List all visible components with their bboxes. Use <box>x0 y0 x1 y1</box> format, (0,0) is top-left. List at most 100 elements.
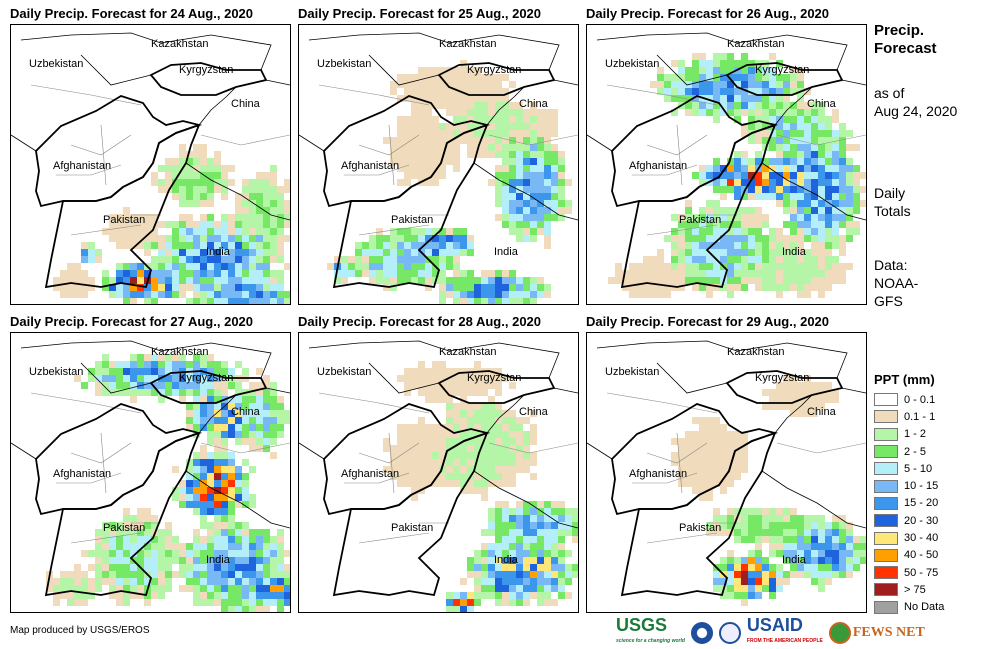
precip-cell <box>509 592 516 599</box>
precip-cell <box>818 571 825 578</box>
precip-cell <box>671 95 678 102</box>
precip-cell <box>256 221 263 228</box>
precip-cell <box>615 270 622 277</box>
precip-cell <box>678 452 685 459</box>
precip-cell <box>734 228 741 235</box>
precip-cell <box>228 235 235 242</box>
precip-cell <box>769 81 776 88</box>
precip-cell <box>818 256 825 263</box>
precip-cell <box>509 424 516 431</box>
precip-cell <box>165 235 172 242</box>
precip-cell <box>832 116 839 123</box>
precip-cell <box>74 585 81 592</box>
precip-cell <box>488 95 495 102</box>
precip-cell <box>832 137 839 144</box>
precip-cell <box>783 186 790 193</box>
precip-cell <box>334 270 341 277</box>
precip-cell <box>804 543 811 550</box>
precip-cell <box>853 165 860 172</box>
precip-cell <box>453 438 460 445</box>
precip-cell <box>762 242 769 249</box>
precip-cell <box>678 88 685 95</box>
precip-cell <box>186 235 193 242</box>
precip-cell <box>537 585 544 592</box>
precip-cell <box>249 214 256 221</box>
precip-cell <box>474 81 481 88</box>
precip-cell <box>495 599 502 606</box>
precip-cell <box>137 368 144 375</box>
precip-cell <box>530 515 537 522</box>
precip-cell <box>221 564 228 571</box>
precip-cell <box>474 571 481 578</box>
precip-cell <box>397 95 404 102</box>
precip-cell <box>95 543 102 550</box>
precip-cell <box>544 151 551 158</box>
precip-cell <box>741 536 748 543</box>
precip-cell <box>88 592 95 599</box>
precip-cell <box>214 431 221 438</box>
precip-cell <box>699 431 706 438</box>
precip-cell <box>235 361 242 368</box>
precip-cell <box>713 102 720 109</box>
precip-cell <box>734 438 741 445</box>
precip-cell <box>172 536 179 543</box>
precip-cell <box>713 116 720 123</box>
precip-cell <box>530 410 537 417</box>
precip-cell <box>481 137 488 144</box>
precip-cell <box>664 74 671 81</box>
precip-cell <box>811 144 818 151</box>
precip-cell <box>369 256 376 263</box>
precip-cell <box>622 284 629 291</box>
precip-cell <box>95 361 102 368</box>
precip-cell <box>818 557 825 564</box>
precip-cell <box>221 585 228 592</box>
precip-cell <box>516 578 523 585</box>
precip-cell <box>207 375 214 382</box>
precip-cell <box>713 452 720 459</box>
precip-cell <box>762 102 769 109</box>
precip-cell <box>256 382 263 389</box>
precip-cell <box>221 382 228 389</box>
precip-cell <box>537 522 544 529</box>
precip-cell <box>783 221 790 228</box>
precip-cell <box>214 368 221 375</box>
precip-cell <box>186 284 193 291</box>
precip-cell <box>839 172 846 179</box>
precip-cell <box>495 186 502 193</box>
province-borders <box>606 392 866 544</box>
precip-cell <box>748 221 755 228</box>
precip-cell <box>741 508 748 515</box>
precip-cell <box>88 550 95 557</box>
precip-cell <box>418 466 425 473</box>
precip-cell <box>839 550 846 557</box>
country-label-afghanistan: Afghanistan <box>53 468 111 480</box>
precip-cell <box>144 298 151 304</box>
precip-cell <box>369 235 376 242</box>
precip-cell <box>685 242 692 249</box>
precip-cell <box>734 256 741 263</box>
precip-cell <box>200 270 207 277</box>
legend-swatch <box>874 462 898 476</box>
country-label-uzbekistan: Uzbekistan <box>317 58 371 70</box>
precip-cell <box>228 599 235 606</box>
precip-cell <box>825 116 832 123</box>
precip-cell <box>692 88 699 95</box>
precip-cell <box>179 158 186 165</box>
precip-cell <box>706 242 713 249</box>
precip-cell <box>530 543 537 550</box>
precip-cell <box>235 249 242 256</box>
precip-cell <box>439 249 446 256</box>
precip-cell <box>790 186 797 193</box>
precip-cell <box>460 396 467 403</box>
precip-cell <box>846 179 853 186</box>
precip-cell <box>650 263 657 270</box>
precip-cell <box>818 186 825 193</box>
precip-cell <box>706 284 713 291</box>
precip-cell <box>551 179 558 186</box>
precip-cell <box>460 389 467 396</box>
precip-cell <box>523 529 530 536</box>
precip-cell <box>432 172 439 179</box>
precip-cell <box>636 291 643 298</box>
precip-cell <box>158 270 165 277</box>
precip-cell <box>776 564 783 571</box>
